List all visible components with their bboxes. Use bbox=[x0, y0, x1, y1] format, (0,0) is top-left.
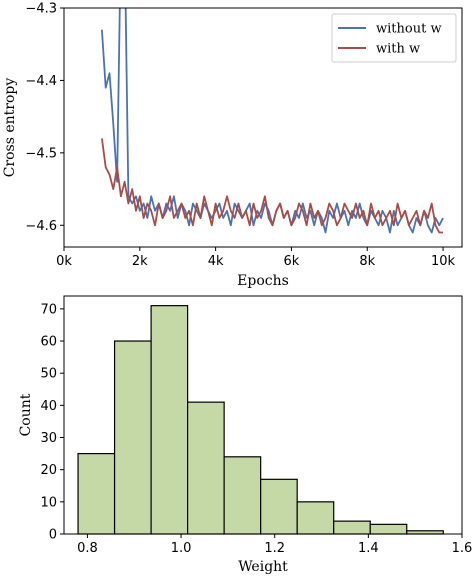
histogram-bar bbox=[333, 520, 371, 535]
histogram-bar bbox=[150, 305, 189, 535]
y-tick-label: 30 bbox=[40, 431, 57, 446]
y-tick-label: −4.6 bbox=[25, 219, 57, 234]
x-tick-label: 1.4 bbox=[358, 541, 379, 556]
plot-frame bbox=[63, 295, 463, 535]
plot-frame bbox=[63, 7, 463, 248]
histogram-bar bbox=[369, 523, 408, 535]
y-tick-label: 40 bbox=[40, 399, 57, 414]
x-tick-label: 10k bbox=[431, 254, 456, 269]
y-tick-label: 0 bbox=[49, 528, 57, 543]
series-line-with-w bbox=[101, 138, 443, 234]
x-tick-label: 0.8 bbox=[77, 541, 98, 556]
x-tick-label: 1.6 bbox=[452, 541, 473, 556]
y-tick-label: −4.4 bbox=[25, 74, 57, 89]
histogram-bar bbox=[223, 456, 262, 535]
tick-layer: 0k 2k 4k 6k 8k 10k −4.3 −4.4 −4.5 −4.6 bbox=[25, 2, 455, 270]
legend-label-with-w: with w bbox=[376, 42, 420, 57]
x-tick-label: 4k bbox=[208, 254, 224, 269]
y-axis-title: Cross entropy bbox=[2, 78, 18, 178]
series-layer bbox=[101, 8, 444, 234]
legend-box bbox=[331, 13, 457, 63]
x-tick-label: 0k bbox=[56, 254, 72, 269]
y-tick-label: 50 bbox=[40, 367, 57, 382]
histogram-bar bbox=[296, 501, 335, 535]
y-tick-label: −4.3 bbox=[25, 2, 57, 17]
y-axis-title: Count bbox=[18, 393, 34, 436]
legend: without w with w bbox=[331, 13, 457, 63]
histogram-chart: 0.8 1.0 1.2 1.4 1.6 0 10 20 30 40 50 60 70 Weight Co… bbox=[18, 295, 472, 575]
x-tick-label: 6k bbox=[284, 254, 300, 269]
bar-layer bbox=[77, 305, 444, 535]
x-tick-label: 2k bbox=[132, 254, 148, 269]
line-chart: 0k 2k 4k 6k 8k 10k −4.3 −4.4 −4.5 −4.6 Epochs Cro… bbox=[2, 2, 463, 289]
histogram-bar bbox=[113, 340, 152, 535]
legend-label-without-w: without w bbox=[376, 22, 442, 37]
histogram-bar bbox=[187, 401, 225, 535]
y-tick-label: −4.5 bbox=[25, 146, 57, 161]
y-tick-label: 60 bbox=[40, 335, 57, 350]
x-tick-label: 1.0 bbox=[171, 541, 192, 556]
y-tick-label: 20 bbox=[40, 463, 57, 478]
x-axis-title: Weight bbox=[238, 559, 288, 575]
histogram-bar bbox=[77, 452, 116, 535]
x-tick-label: 1.2 bbox=[264, 541, 285, 556]
x-tick-label: 8k bbox=[359, 254, 375, 269]
y-tick-label: 70 bbox=[40, 302, 57, 317]
y-tick-label: 10 bbox=[40, 495, 57, 510]
histogram-bar bbox=[260, 478, 298, 535]
tick-layer: 0.8 1.0 1.2 1.4 1.6 0 10 20 30 40 50 60 70 bbox=[40, 302, 472, 556]
x-axis-title: Epochs bbox=[237, 273, 289, 289]
